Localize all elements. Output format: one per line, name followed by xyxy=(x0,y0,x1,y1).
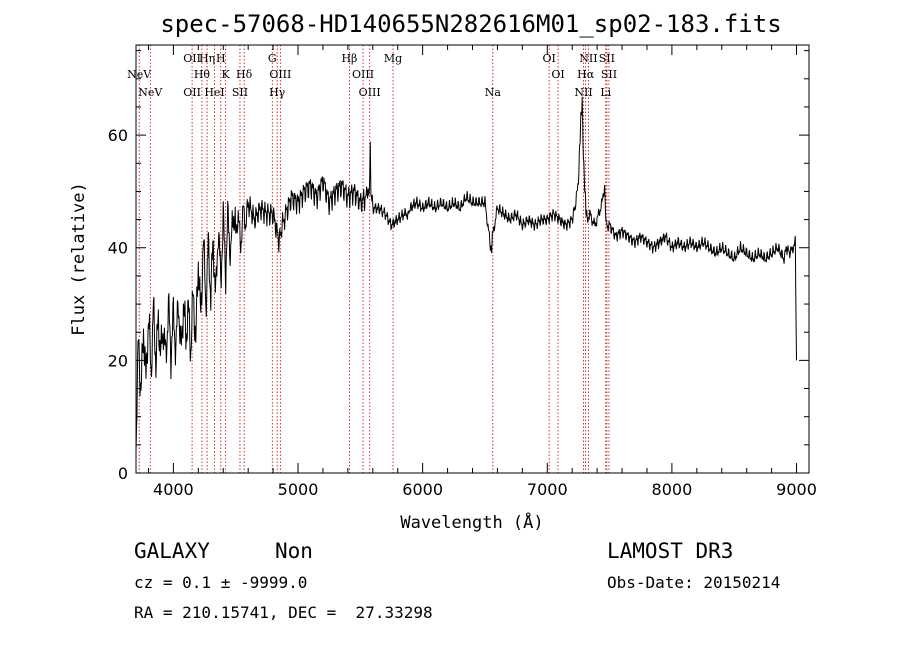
line-marker-label: OI xyxy=(551,68,564,81)
line-marker-label: NeV xyxy=(127,68,152,81)
redshift-line: cz = 0.1 ± -9999.0 xyxy=(134,573,308,592)
line-marker-label: Mg xyxy=(384,52,402,65)
line-marker-label: NeV xyxy=(138,86,163,99)
x-tick-label: 9000 xyxy=(776,480,817,499)
line-marker-label: OII xyxy=(183,86,201,99)
line-marker-label: G xyxy=(268,52,277,65)
line-marker-label: SII xyxy=(601,68,617,81)
line-marker-label: OII xyxy=(183,52,201,65)
obs-date: Obs-Date: 20150214 xyxy=(607,573,781,592)
plot-frame xyxy=(135,44,810,474)
x-tick-label: 4000 xyxy=(153,480,194,499)
line-marker-label: Hη xyxy=(199,52,215,65)
y-tick-label: 60 xyxy=(108,126,128,145)
spectrum-line xyxy=(135,96,797,452)
line-marker-label: Li xyxy=(600,86,611,99)
x-tick-label: 7000 xyxy=(527,480,568,499)
line-marker-label: OIII xyxy=(352,68,374,81)
x-axis-ticks: 4000 5000 6000 7000 8000 9000 xyxy=(147,45,817,499)
line-marker-label: SII xyxy=(599,52,615,65)
y-tick-label: 40 xyxy=(108,239,128,258)
line-marker-label: Hγ xyxy=(269,86,286,99)
coordinates: RA = 210.15741, DEC = 27.33298 xyxy=(134,603,433,622)
object-class: GALAXY xyxy=(134,539,210,563)
y-axis-label: Flux (relative) xyxy=(69,182,89,336)
line-marker-label: Hδ xyxy=(236,68,253,81)
y-tick-label: 20 xyxy=(108,351,128,370)
line-marker-label: OIII xyxy=(359,86,381,99)
x-tick-label: 8000 xyxy=(652,480,693,499)
line-marker-label: Hα xyxy=(577,68,595,81)
line-marker-label: SII xyxy=(232,86,248,99)
line-marker-label: K xyxy=(222,68,231,81)
line-marker-label: Hβ xyxy=(341,52,357,65)
line-marker-label: NII xyxy=(579,52,597,65)
line-marker-label: HeI xyxy=(204,86,224,99)
y-tick-label: 0 xyxy=(118,464,128,483)
object-subclass: Non xyxy=(275,539,313,563)
line-marker-label: NII xyxy=(574,86,592,99)
spectrum-series xyxy=(135,96,797,452)
x-tick-label: 5000 xyxy=(278,480,319,499)
y-axis-ticks: 0 20 40 60 xyxy=(108,50,809,483)
survey-name: LAMOST DR3 xyxy=(607,539,734,563)
x-axis-label: Wavelength (Å) xyxy=(400,511,543,533)
line-marker-label: OIII xyxy=(269,68,291,81)
x-tick-label: 6000 xyxy=(402,480,443,499)
line-marker-label: Hθ xyxy=(194,68,211,81)
line-marker-label: OI xyxy=(542,52,555,65)
line-marker-label: Na xyxy=(485,86,502,99)
line-marker-label: H xyxy=(216,52,226,65)
chart-title: spec-57068-HD140655N282616M01_sp02-183.f… xyxy=(160,10,781,38)
